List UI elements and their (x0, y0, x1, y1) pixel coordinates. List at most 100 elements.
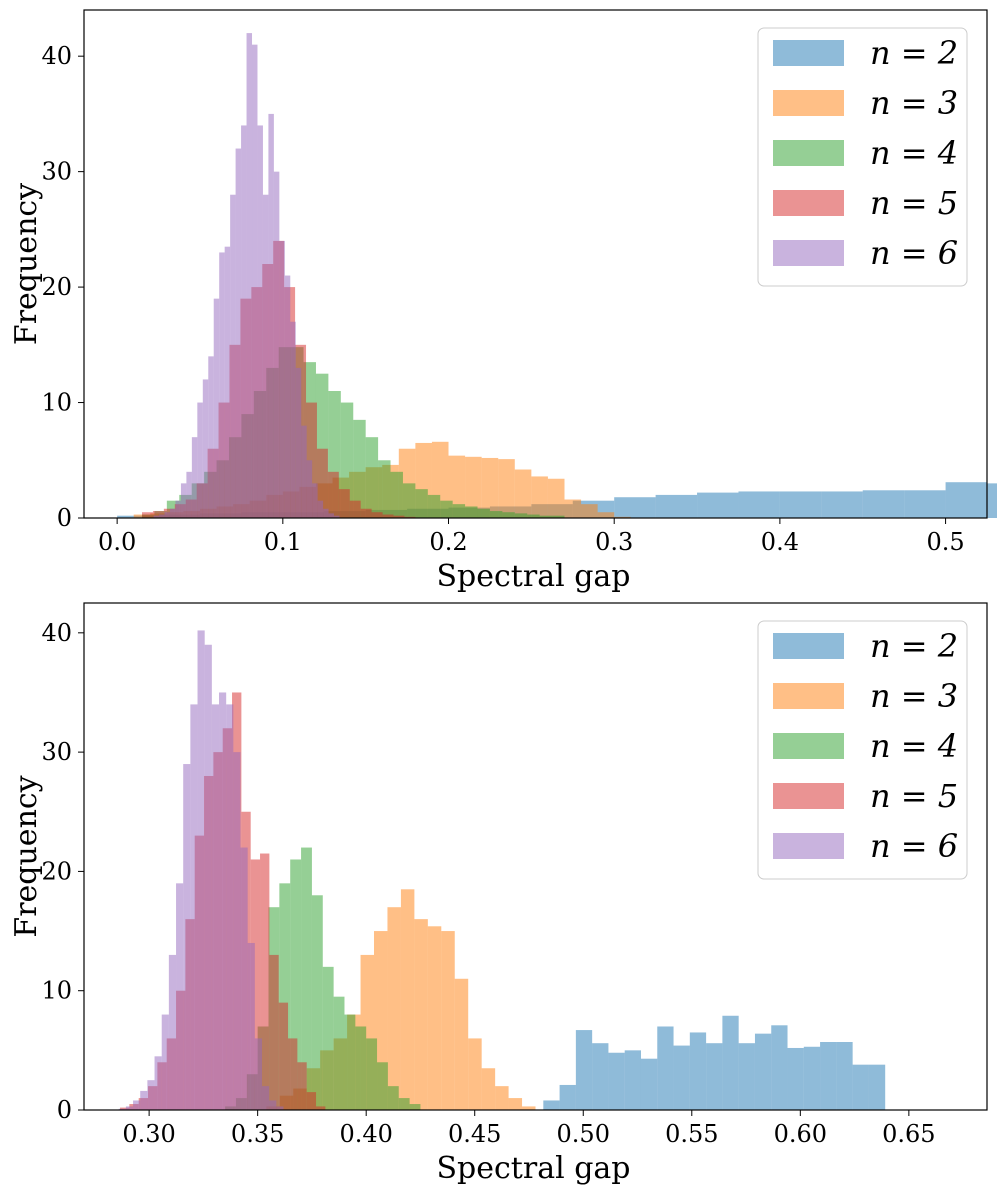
histogram-bar (706, 1043, 723, 1110)
histogram-bar (147, 1080, 155, 1110)
histogram-bar (246, 33, 253, 519)
histogram-bar (233, 752, 241, 1110)
histogram-bar (316, 1106, 326, 1110)
x-tick-label: 0.55 (665, 1120, 718, 1148)
histogram-bar (655, 494, 698, 518)
histogram-bar (820, 1042, 837, 1110)
histogram-bar (349, 500, 361, 518)
histogram-bar (779, 491, 822, 518)
x-tick-label: 0.4 (761, 528, 799, 556)
histogram-bar (161, 1014, 169, 1110)
histogram-bar (415, 489, 428, 518)
histogram-bar (378, 460, 391, 518)
histogram-bar (803, 1046, 821, 1110)
histogram-bar (295, 367, 302, 518)
y-tick-label: 30 (41, 158, 72, 186)
histogram-bar (390, 471, 403, 518)
histogram-bar (531, 476, 548, 518)
y-tick-label: 10 (41, 977, 72, 1005)
histogram-bar (297, 1062, 307, 1110)
histogram-bar (987, 483, 997, 518)
histogram-bar (382, 514, 394, 518)
histogram-bar (945, 482, 987, 518)
y-tick-label: 10 (41, 389, 72, 417)
y-tick-label: 20 (41, 857, 72, 885)
histogram-bar (306, 460, 313, 518)
histogram-bar (441, 931, 455, 1110)
histogram-bar (697, 492, 739, 518)
histogram-bar (366, 1038, 378, 1110)
histogram-bar (241, 125, 247, 518)
histogram-bar (575, 1030, 593, 1110)
histogram-bar (904, 490, 946, 518)
histogram-bar (592, 1043, 609, 1110)
histogram-bar (514, 469, 532, 518)
x-axis-label: Spectral gap (436, 559, 630, 594)
legend: n = 2 n = 3 n = 4 n = 5 n = 6 (757, 620, 968, 880)
x-tick-label: 0.30 (122, 1120, 175, 1148)
histogram-bar (387, 907, 401, 1110)
histogram-bar (387, 1086, 399, 1110)
legend-swatch (773, 783, 844, 809)
series-6 (118, 630, 284, 1110)
histogram-bar (328, 513, 335, 518)
histogram-bar (722, 1015, 739, 1110)
histogram-bar (276, 1106, 284, 1110)
y-tick-label: 40 (41, 42, 72, 70)
legend-swatch (773, 240, 844, 266)
histogram-bar (176, 883, 184, 1110)
histogram-bar (771, 1025, 788, 1110)
histogram-bar (452, 504, 466, 518)
histogram-bar (247, 942, 255, 1110)
histogram-bar (183, 764, 191, 1110)
legend-swatch (773, 633, 844, 659)
x-tick-label: 0.40 (339, 1120, 392, 1148)
histogram-bar (268, 113, 274, 518)
histogram-bar (738, 491, 780, 518)
histogram-bar (301, 847, 312, 1110)
histogram-bar (477, 508, 490, 518)
axes-frame (83, 9, 988, 519)
histogram-bar (502, 512, 515, 518)
histogram-bar (226, 704, 234, 1110)
histogram-bar (673, 1045, 690, 1110)
histogram-bar (186, 471, 192, 518)
histogram-bar (159, 514, 165, 518)
histogram-bar (514, 513, 528, 518)
histogram-bar (787, 1047, 804, 1110)
x-tick-label: 0.35 (231, 1120, 284, 1148)
histogram-bar (689, 1032, 707, 1110)
histogram-bar (495, 1086, 509, 1110)
histogram-bar (278, 1002, 289, 1110)
histogram-bar (365, 437, 379, 518)
y-tick-label: 0 (57, 1096, 72, 1124)
histogram-bar (852, 1064, 869, 1110)
histogram-bar (211, 704, 220, 1110)
histogram-bar (377, 1062, 388, 1110)
legend-label: n = 5 (870, 777, 958, 815)
legend-label: n = 6 (870, 827, 958, 865)
histogram-bar (301, 425, 307, 518)
y-tick-label: 0 (57, 504, 72, 532)
histogram-panel-top: 0.0 0.1 0.2 0.3 0.4 0.5 0 10 20 30 40 Spectral gap F… (9, 9, 997, 594)
histogram-bar (175, 500, 181, 518)
histogram-bar (279, 240, 285, 518)
series-3 (266, 889, 536, 1110)
histogram-bar (290, 859, 302, 1110)
x-tick-label: 0.5 (926, 528, 964, 556)
legend-label: n = 2 (870, 34, 958, 72)
histogram-bar (262, 194, 269, 519)
histogram-bar (371, 512, 383, 518)
histogram-bar (400, 889, 415, 1110)
x-axis-label: Spectral gap (436, 1151, 630, 1186)
histogram-bar (868, 1064, 886, 1110)
histogram-bar (288, 1038, 298, 1110)
histogram-bar (334, 515, 340, 518)
histogram-bar (219, 692, 227, 1110)
histogram-bar (252, 44, 258, 518)
histogram-bar (754, 1033, 772, 1110)
histogram-bar (862, 490, 905, 518)
legend-label: n = 4 (870, 134, 958, 172)
legend-label: n = 3 (870, 84, 958, 122)
legend-swatch (773, 40, 844, 66)
